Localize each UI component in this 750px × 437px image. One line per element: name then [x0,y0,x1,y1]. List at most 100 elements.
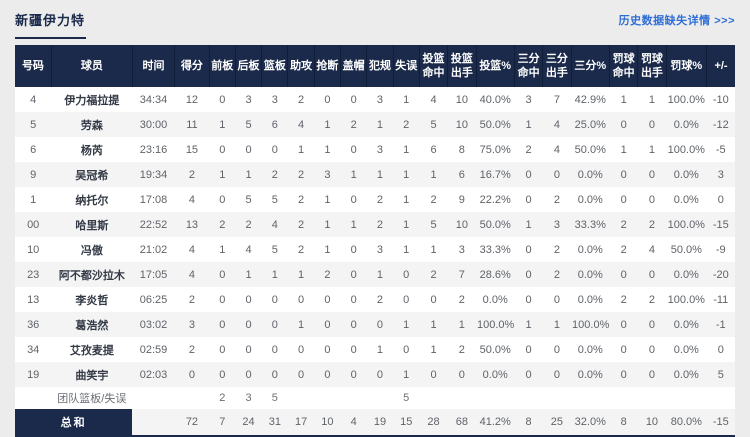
cell-reb: 2 [271,168,278,181]
cell-plusminus: -11 [713,293,729,306]
cell-time: 02:03 [139,368,168,381]
cell-ftm: 2 [620,293,627,306]
cell-tov: 1 [403,193,410,206]
cell-time: 22:52 [139,218,168,231]
cell-ftpct: 0.0% [673,368,699,381]
cell-fouls: 1 [376,168,384,181]
column-header-number: 号码 [15,45,52,87]
cell-stl: 0 [324,318,331,331]
cell-tpa: 0 [553,293,560,306]
cell-points: 4 [188,193,195,206]
cell-tpm: 0 [525,168,532,181]
cell-fouls: 2 [376,218,384,231]
cell-fga: 68 [455,416,468,428]
player-row: 23 阿不都沙拉木 17:05 4 0 1 1 1 2 0 1 0 2 7 28.6% 0 2 0.0% 0 0 0.0… [15,262,735,287]
cell-fouls: 19 [373,416,387,428]
cell-player: 吴冠希 [75,169,109,182]
cell-dreb: 0 [245,343,252,356]
column-header-tppct: 三分% [571,45,610,87]
cell-plusminus: 3 [717,168,724,181]
history-data-link[interactable]: 历史数据缺失详情 >>> [618,15,735,27]
cell-reb: 4 [271,218,278,231]
cell-fouls: 2 [376,293,384,306]
cell-fta: 0 [648,118,655,131]
player-row: 34 艾孜麦提 02:59 2 0 0 0 0 0 0 1 0 1 2 50.0% 0 0 0.0% 0 0 0.0% 0 [15,337,735,362]
cell-tpa: 25 [550,416,564,428]
cell-number [15,387,51,409]
cell-tpa [543,387,571,409]
player-row: 4 伊力福拉提 34:34 12 0 3 3 2 0 0 3 1 4 10 40.0% 3 7 42.9% 1 1 10… [15,87,735,112]
cell-ast: 0 [298,343,305,356]
cell-fta: 0 [648,168,655,181]
cell-fouls: 3 [376,143,384,156]
cell-fouls: 3 [376,93,384,106]
cell-stl: 3 [324,168,331,181]
cell-blk: 0 [350,343,357,356]
cell-fgpct: 41.2% [479,416,511,428]
cell-oreb: 0 [219,193,226,206]
cell-ftpct: 100.0% [667,293,705,306]
cell-fgpct: 50.0% [479,343,511,356]
cell-ftm: 2 [620,218,627,231]
cell-fgpct: 100.0% [477,318,515,331]
cell-reb: 6 [271,118,278,131]
cell-blk: 0 [350,243,357,256]
cell-fgm [419,387,447,409]
cell-fgm: 1 [430,243,437,256]
cell-tppct [571,387,609,409]
cell-ast: 1 [298,318,305,331]
cell-tpm [514,387,542,409]
cell-tov: 0 [403,293,410,306]
cell-points: 2 [188,168,195,181]
cell-points: 72 [185,416,199,428]
cell-reb: 0 [271,368,278,381]
cell-stl: 1 [324,143,331,156]
cell-fga: 10 [455,93,468,106]
cell-blk: 0 [350,193,357,206]
cell-ast [288,387,314,409]
cell-plusminus: -20 [712,268,729,281]
cell-blk: 1 [350,168,357,181]
player-row: 1 纳托尔 17:08 4 0 5 5 2 1 0 2 1 2 9 22.2% 0 2 0.0% 0 0 0.0% 0 [15,187,735,212]
cell-dreb: 0 [245,368,252,381]
cell-ftm: 0 [620,318,627,331]
cell-fouls: 3 [376,243,384,256]
column-header-oreb: 前板 [209,45,236,87]
cell-stl: 2 [324,268,331,281]
cell-time: 03:02 [139,318,168,331]
cell-fgm: 5 [430,218,437,231]
column-header-ast: 助攻 [287,45,315,87]
cell-ftm [609,387,637,409]
cell-plusminus [707,387,735,409]
cell-player: 艾孜麦提 [69,344,114,357]
cell-reb: 0 [271,293,278,306]
cell-tppct: 32.0% [574,416,606,428]
cell-points: 4 [188,243,195,256]
cell-tpa: 0 [553,168,560,181]
player-row: 9 吴冠希 19:34 2 1 1 2 2 3 1 1 1 1 6 16.7% 0 0 0.0% 0 0 0.0% 3 [15,162,735,187]
cell-tppct: 0.0% [577,193,603,206]
cell-time: 23:16 [139,143,168,156]
cell-dreb: 5 [245,118,252,131]
player-row: 13 李炎哲 06:25 2 0 0 0 0 0 0 2 0 0 2 0.0% 0 0 0.0% 2 2 100.0% -… [15,287,735,312]
cell-fga: 8 [458,143,465,156]
cell-tppct: 42.9% [574,93,606,106]
cell-fta: 0 [648,268,655,281]
cell-points: 2 [188,293,195,306]
cell-ast: 2 [298,218,305,231]
player-row: 6 杨芮 23:16 15 0 0 0 1 1 0 3 1 6 8 75.0% 2 4 50.0% 1 1 100.0%… [15,137,735,162]
cell-fgpct: 0.0% [482,293,508,306]
cell-fta: 0 [648,193,655,206]
cell-tppct: 0.0% [577,168,603,181]
cell-points: 15 [185,143,199,156]
cell-ast: 2 [298,168,305,181]
cell-stl: 1 [324,118,331,131]
cell-tpa: 4 [553,118,560,131]
cell-player: 李炎哲 [75,294,109,307]
cell-ftm: 8 [620,416,627,428]
cell-fta: 2 [648,293,655,306]
cell-oreb: 7 [219,416,226,428]
cell-dreb: 0 [245,143,252,156]
cell-fga: 1 [458,318,465,331]
cell-ftpct: 50.0% [670,243,702,256]
